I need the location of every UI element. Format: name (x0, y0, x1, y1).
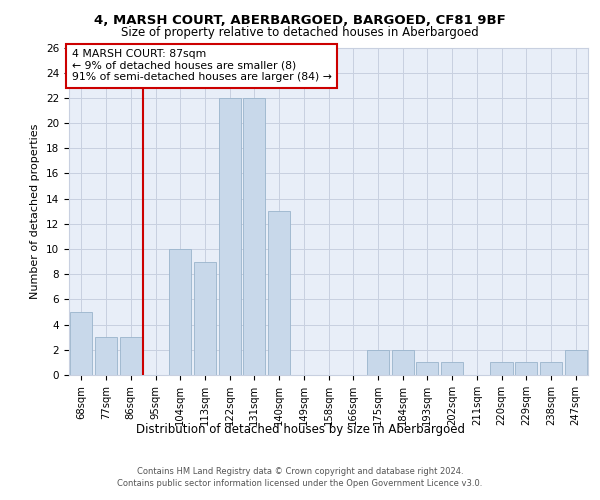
Text: Contains HM Land Registry data © Crown copyright and database right 2024.: Contains HM Land Registry data © Crown c… (137, 468, 463, 476)
Bar (268, 211, 290, 375)
Bar (243, 98, 265, 375)
Bar (194, 262, 216, 375)
Bar (490, 362, 512, 375)
Bar (392, 350, 414, 375)
Bar (540, 362, 562, 375)
Bar (565, 350, 587, 375)
Bar (95, 337, 117, 375)
Text: 4, MARSH COURT, ABERBARGOED, BARGOED, CF81 9BF: 4, MARSH COURT, ABERBARGOED, BARGOED, CF… (94, 14, 506, 27)
Bar (70, 312, 92, 375)
Bar (367, 350, 389, 375)
Bar (515, 362, 538, 375)
Bar (416, 362, 439, 375)
Bar (441, 362, 463, 375)
Y-axis label: Number of detached properties: Number of detached properties (31, 124, 40, 299)
Bar (169, 249, 191, 375)
Text: Distribution of detached houses by size in Aberbargoed: Distribution of detached houses by size … (136, 422, 464, 436)
Text: Contains public sector information licensed under the Open Government Licence v3: Contains public sector information licen… (118, 479, 482, 488)
Bar (218, 98, 241, 375)
Text: 4 MARSH COURT: 87sqm
← 9% of detached houses are smaller (8)
91% of semi-detache: 4 MARSH COURT: 87sqm ← 9% of detached ho… (71, 49, 331, 82)
Text: Size of property relative to detached houses in Aberbargoed: Size of property relative to detached ho… (121, 26, 479, 39)
Bar (119, 337, 142, 375)
